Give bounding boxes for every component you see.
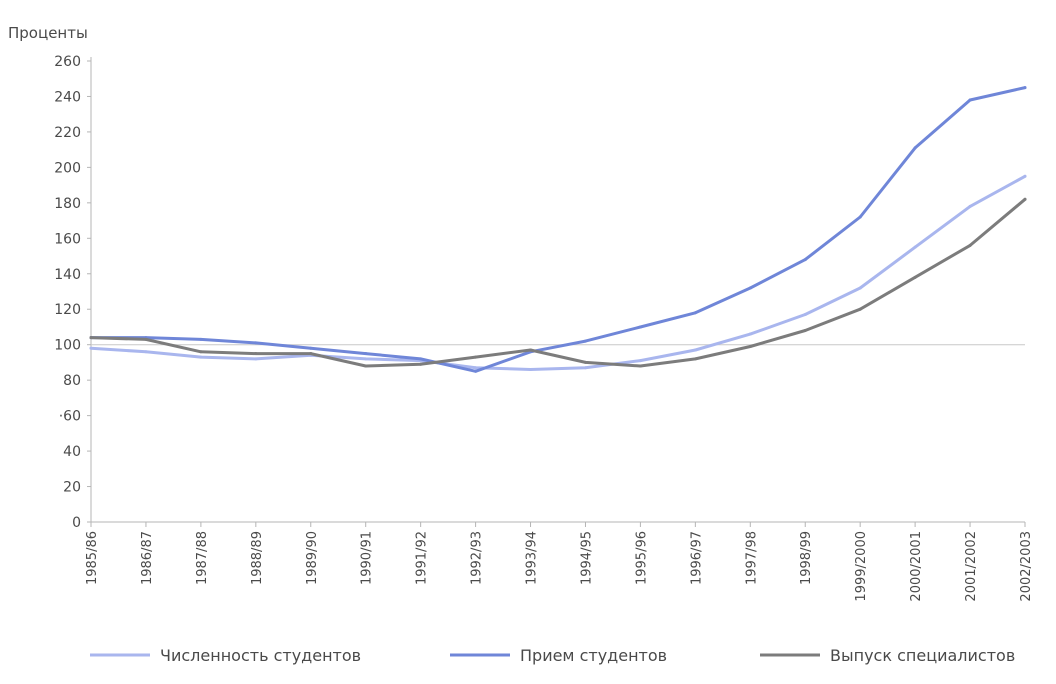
x-tick-label: 1986/87 xyxy=(140,531,155,585)
x-tick-label: 1992/93 xyxy=(470,531,485,585)
y-tick-label: 160 xyxy=(54,231,81,247)
data-point xyxy=(748,332,752,336)
x-tick-label: 1994/95 xyxy=(579,531,594,585)
data-point xyxy=(474,355,478,359)
y-tick-label: 120 xyxy=(54,302,81,318)
data-point xyxy=(474,369,478,373)
data-point xyxy=(89,346,93,350)
data-point xyxy=(144,337,148,341)
x-tick-label: 2000/2001 xyxy=(909,531,924,602)
y-tick-label: 100 xyxy=(54,338,81,354)
data-point xyxy=(803,313,807,317)
data-point xyxy=(638,364,642,368)
y-tick-label: 140 xyxy=(54,267,81,283)
legend-label: Выпуск специалистов xyxy=(830,646,1015,665)
data-point xyxy=(309,352,313,356)
x-tick-label: 2002/2003 xyxy=(1019,531,1034,602)
data-point xyxy=(254,357,258,361)
data-point xyxy=(254,341,258,345)
legend: Численность студентов Прием студентов Выпу… xyxy=(90,646,1015,665)
data-point xyxy=(693,357,697,361)
data-point xyxy=(693,348,697,352)
x-tick-label: 1988/89 xyxy=(250,531,265,585)
legend-label: Прием студентов xyxy=(520,646,667,665)
x-tick-label: 1998/99 xyxy=(799,531,814,585)
data-point xyxy=(913,245,917,249)
y-tick-label: 240 xyxy=(54,89,81,105)
axes: 0 20 40 ·60 80 100 120 140 160 180 200 220 240 260 198… xyxy=(54,54,1034,602)
y-tick-label: 260 xyxy=(54,54,81,70)
series-line-2 xyxy=(89,86,1027,373)
x-tick-label: 1995/96 xyxy=(634,531,649,585)
y-tick-label: ·60 xyxy=(59,409,81,425)
x-tick-label: 1989/90 xyxy=(305,531,320,585)
data-point xyxy=(748,286,752,290)
x-tick-label: 1987/88 xyxy=(195,531,210,585)
data-point xyxy=(913,275,917,279)
y-tick-label: 200 xyxy=(54,160,81,176)
data-point xyxy=(89,336,93,340)
data-point xyxy=(638,325,642,329)
data-point xyxy=(968,98,972,102)
data-point xyxy=(1023,174,1027,178)
data-point xyxy=(199,355,203,359)
data-point xyxy=(693,311,697,315)
data-point xyxy=(364,352,368,356)
data-point xyxy=(803,258,807,262)
data-point xyxy=(748,344,752,348)
data-point xyxy=(474,366,478,370)
x-tick-label: 2001/2002 xyxy=(964,531,979,602)
legend-label: Численность студентов xyxy=(160,646,361,665)
y-tick-label: 180 xyxy=(54,196,81,212)
data-point xyxy=(1023,197,1027,201)
data-point xyxy=(144,350,148,354)
x-tick-label: 1985/86 xyxy=(85,531,100,585)
data-point xyxy=(858,307,862,311)
data-point xyxy=(309,346,313,350)
y-tick-label: 0 xyxy=(72,515,81,531)
series-line-3 xyxy=(89,197,1027,368)
data-point xyxy=(419,357,423,361)
data-point xyxy=(199,337,203,341)
data-point xyxy=(638,359,642,363)
y-tick-label: 80 xyxy=(63,373,81,389)
y-tick-label: 20 xyxy=(63,480,81,496)
data-point xyxy=(1023,86,1027,90)
data-point xyxy=(858,215,862,219)
x-tick-label: 1996/97 xyxy=(689,531,704,585)
data-point xyxy=(529,368,533,372)
data-point xyxy=(968,204,972,208)
x-tick-label: 1990/91 xyxy=(360,531,375,585)
data-point xyxy=(419,362,423,366)
y-axis-label: Проценты xyxy=(8,24,88,42)
x-tick-label: 1997/98 xyxy=(744,531,759,585)
x-tick-label: 1999/2000 xyxy=(854,531,869,602)
data-point xyxy=(254,352,258,356)
data-point xyxy=(583,339,587,343)
data-point xyxy=(583,366,587,370)
series-line-1 xyxy=(89,174,1027,371)
data-point xyxy=(364,364,368,368)
data-point xyxy=(803,329,807,333)
x-tick-label: 1993/94 xyxy=(525,531,540,585)
data-point xyxy=(364,357,368,361)
data-point xyxy=(968,243,972,247)
y-tick-label: 220 xyxy=(54,125,81,141)
data-point xyxy=(199,350,203,354)
data-point xyxy=(913,146,917,150)
x-tick-label: 1991/92 xyxy=(415,531,430,585)
data-point xyxy=(529,348,533,352)
data-point xyxy=(858,286,862,290)
y-tick-label: 40 xyxy=(63,444,81,460)
data-point xyxy=(583,360,587,364)
series-lines xyxy=(89,86,1027,373)
